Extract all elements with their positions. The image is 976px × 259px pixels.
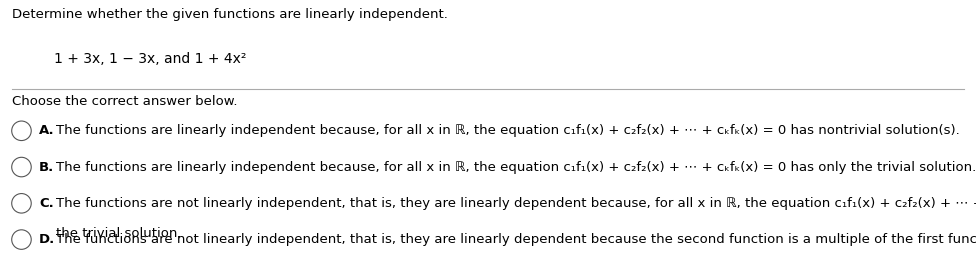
Text: 1 + 3x, 1 − 3x, and 1 + 4x²: 1 + 3x, 1 − 3x, and 1 + 4x² xyxy=(54,52,246,66)
Text: A.: A. xyxy=(39,124,55,137)
Text: The functions are not linearly independent, that is, they are linearly dependent: The functions are not linearly independe… xyxy=(56,233,976,246)
Text: The functions are linearly independent because, for all x in ℝ, the equation c₁f: The functions are linearly independent b… xyxy=(56,124,959,137)
Text: D.: D. xyxy=(39,233,56,246)
Text: Determine whether the given functions are linearly independent.: Determine whether the given functions ar… xyxy=(12,8,448,21)
Text: the trivial solution.: the trivial solution. xyxy=(56,227,182,240)
Text: B.: B. xyxy=(39,161,55,174)
Text: The functions are linearly independent because, for all x in ℝ, the equation c₁f: The functions are linearly independent b… xyxy=(56,161,976,174)
Text: C.: C. xyxy=(39,197,54,210)
Text: The functions are not linearly independent, that is, they are linearly dependent: The functions are not linearly independe… xyxy=(56,197,976,210)
Text: Choose the correct answer below.: Choose the correct answer below. xyxy=(12,95,237,107)
